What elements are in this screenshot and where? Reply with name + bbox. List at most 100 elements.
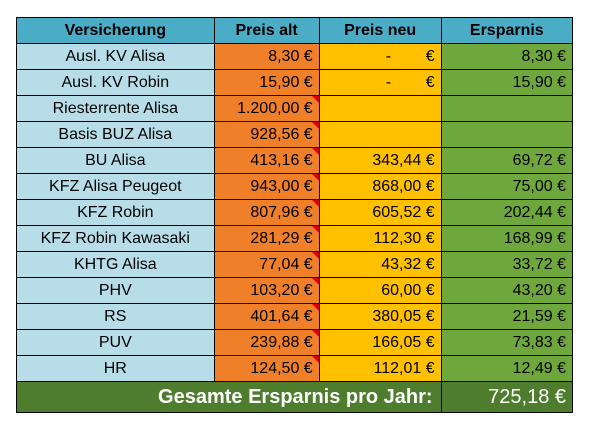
cell-ersparnis[interactable]: 202,44 €	[440, 199, 574, 226]
comment-indicator-icon[interactable]	[311, 200, 319, 207]
cell-preis-alt-value: 401,64 €	[250, 307, 313, 325]
cell-versicherung[interactable]: HR	[16, 355, 215, 382]
comment-indicator-icon[interactable]	[311, 226, 319, 233]
cell-preis-alt[interactable]: 1.200,00 €	[213, 95, 320, 122]
cell-preis-alt-value: 281,29 €	[250, 229, 313, 247]
cell-preis-neu[interactable]: 60,00 €	[318, 277, 442, 304]
header-ersparnis[interactable]: Ersparnis	[440, 17, 574, 44]
cell-preis-neu-dash: -	[385, 73, 392, 91]
cell-versicherung[interactable]: RS	[16, 303, 215, 330]
cell-preis-alt[interactable]: 928,56 €	[213, 121, 320, 148]
cell-preis-neu[interactable]: 112,01 €	[318, 355, 442, 382]
cell-preis-alt[interactable]: 413,16 €	[213, 147, 320, 174]
comment-indicator-icon[interactable]	[311, 356, 319, 363]
comment-indicator-icon[interactable]	[311, 174, 319, 181]
cell-preis-alt-value: 239,88 €	[250, 333, 313, 351]
comment-indicator-icon[interactable]	[311, 148, 319, 155]
cell-preis-alt-value: 103,20 €	[250, 281, 313, 299]
table-row: RS 401,64 € 380,05 €21,59 €	[16, 303, 574, 330]
cell-preis-neu-dash: -	[385, 47, 392, 65]
cell-preis-alt[interactable]: 103,20 €	[213, 277, 320, 304]
cell-versicherung[interactable]: PUV	[16, 329, 215, 356]
cell-versicherung[interactable]: KFZ Robin Kawasaki	[16, 225, 215, 252]
cell-preis-alt-value: 8,30 €	[268, 47, 313, 65]
cell-preis-alt-value: 77,04 €	[259, 255, 313, 273]
cell-preis-neu[interactable]: 112,30 €	[318, 225, 442, 252]
cell-preis-neu[interactable]: 605,52 €	[318, 199, 442, 226]
cell-preis-neu[interactable]: 166,05 €	[318, 329, 442, 356]
cell-preis-neu[interactable]: - €	[318, 43, 442, 70]
cell-preis-alt-value: 928,56 €	[250, 125, 313, 143]
cell-preis-alt-value: 807,96 €	[250, 203, 313, 221]
table-row: PUV 239,88 € 166,05 €73,83 €	[16, 329, 574, 356]
table-row: HR 124,50 € 112,01 €12,49 €	[16, 355, 574, 382]
cell-preis-alt[interactable]: 807,96 €	[213, 199, 320, 226]
cell-preis-alt[interactable]: 124,50 €	[213, 355, 320, 382]
cell-versicherung[interactable]: BU Alisa	[16, 147, 215, 174]
table-body: Ausl. KV Alisa 8,30 € - €8,30 € Ausl. KV Rob…	[16, 43, 574, 382]
cell-preis-alt-value: 943,00 €	[250, 177, 313, 195]
comment-indicator-icon[interactable]	[311, 96, 319, 103]
cell-versicherung[interactable]: Ausl. KV Robin	[16, 69, 215, 96]
cell-ersparnis[interactable]: 21,59 €	[440, 303, 574, 330]
table-row: Ausl. KV Alisa 8,30 € - €8,30 €	[16, 43, 574, 70]
table-row: Riesterrente Alisa 1.200,00 €	[16, 95, 574, 122]
cell-versicherung[interactable]: KFZ Robin	[16, 199, 215, 226]
cell-preis-neu[interactable]	[318, 95, 442, 122]
comment-indicator-icon[interactable]	[311, 304, 319, 311]
cell-ersparnis[interactable]: 168,99 €	[440, 225, 574, 252]
table-row: Ausl. KV Robin 15,90 € - €15,90 €	[16, 69, 574, 96]
cell-preis-neu-currency: €	[425, 73, 435, 91]
cell-preis-neu-currency: €	[425, 47, 435, 65]
cell-versicherung[interactable]: Basis BUZ Alisa	[16, 121, 215, 148]
comment-indicator-icon[interactable]	[311, 278, 319, 285]
cell-ersparnis[interactable]: 73,83 €	[440, 329, 574, 356]
cell-ersparnis[interactable]: 8,30 €	[440, 43, 574, 70]
header-preis-neu[interactable]: Preis neu	[318, 17, 442, 44]
cell-ersparnis[interactable]: 75,00 €	[440, 173, 574, 200]
cell-versicherung[interactable]: KFZ Alisa Peugeot	[16, 173, 215, 200]
cell-preis-neu[interactable]: 343,44 €	[318, 147, 442, 174]
total-label[interactable]: Gesamte Ersparnis pro Jahr:	[16, 381, 442, 413]
cell-versicherung[interactable]: PHV	[16, 277, 215, 304]
comment-indicator-icon[interactable]	[311, 252, 319, 259]
cell-preis-alt-value: 413,16 €	[250, 151, 313, 169]
cell-preis-alt[interactable]: 77,04 €	[213, 251, 320, 278]
cell-ersparnis[interactable]: 43,20 €	[440, 277, 574, 304]
total-value[interactable]: 725,18 €	[440, 381, 574, 413]
cell-ersparnis[interactable]	[440, 121, 574, 148]
cell-preis-alt[interactable]: 8,30 €	[213, 43, 320, 70]
table-row: BU Alisa 413,16 € 343,44 €69,72 €	[16, 147, 574, 174]
cell-preis-neu[interactable]: 380,05 €	[318, 303, 442, 330]
total-row: Gesamte Ersparnis pro Jahr: 725,18 €	[16, 381, 574, 413]
cell-ersparnis[interactable]: 69,72 €	[440, 147, 574, 174]
cell-preis-neu[interactable]: 43,32 €	[318, 251, 442, 278]
table-row: KFZ Robin 807,96 € 605,52 €202,44 €	[16, 199, 574, 226]
table-row: KFZ Alisa Peugeot 943,00 € 868,00 €75,00 €	[16, 173, 574, 200]
cell-preis-neu[interactable]: - €	[318, 69, 442, 96]
cell-preis-alt[interactable]: 401,64 €	[213, 303, 320, 330]
comment-indicator-icon[interactable]	[311, 330, 319, 337]
cell-versicherung[interactable]: KHTG Alisa	[16, 251, 215, 278]
cell-ersparnis[interactable]: 15,90 €	[440, 69, 574, 96]
cell-versicherung[interactable]: Ausl. KV Alisa	[16, 43, 215, 70]
cell-preis-alt-value: 15,90 €	[259, 73, 313, 91]
header-preis-alt[interactable]: Preis alt	[213, 17, 320, 44]
header-versicherung[interactable]: Versicherung	[16, 17, 215, 44]
cell-versicherung[interactable]: Riesterrente Alisa	[16, 95, 215, 122]
cell-ersparnis[interactable]: 12,49 €	[440, 355, 574, 382]
comment-indicator-icon[interactable]	[311, 122, 319, 129]
cell-preis-alt[interactable]: 943,00 €	[213, 173, 320, 200]
cell-preis-neu[interactable]: 868,00 €	[318, 173, 442, 200]
header-row: Versicherung Preis alt Preis neu Ersparn…	[16, 17, 574, 44]
cell-preis-alt-value: 1.200,00 €	[237, 99, 313, 117]
insurance-savings-table: Versicherung Preis alt Preis neu Ersparn…	[16, 17, 574, 413]
cell-preis-alt[interactable]: 239,88 €	[213, 329, 320, 356]
cell-ersparnis[interactable]: 33,72 €	[440, 251, 574, 278]
cell-preis-alt-value: 124,50 €	[250, 359, 313, 377]
cell-preis-alt[interactable]: 281,29 €	[213, 225, 320, 252]
table-row: KFZ Robin Kawasaki 281,29 € 112,30 €168,99…	[16, 225, 574, 252]
cell-preis-alt[interactable]: 15,90 €	[213, 69, 320, 96]
cell-ersparnis[interactable]	[440, 95, 574, 122]
cell-preis-neu[interactable]	[318, 121, 442, 148]
